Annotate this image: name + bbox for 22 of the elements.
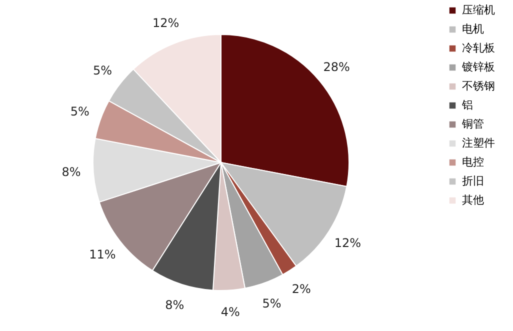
- data-label: 5%: [92, 64, 112, 78]
- legend-label: 压缩机: [462, 4, 495, 16]
- legend-label: 电机: [462, 22, 484, 36]
- data-label: 5%: [70, 104, 90, 119]
- data-label: 12%: [152, 16, 180, 30]
- legend-label: 铝: [461, 98, 473, 112]
- legend-label: 冷轧板: [462, 42, 495, 54]
- data-label: 2%: [292, 282, 311, 296]
- data-label: 8%: [165, 298, 184, 312]
- legend-label: 电控: [462, 156, 484, 168]
- data-label: 11%: [89, 247, 116, 262]
- data-label: 5%: [262, 296, 282, 311]
- data-label: 4%: [220, 305, 240, 320]
- data-label: 12%: [334, 236, 361, 250]
- legend-label: 不锈钢: [462, 80, 495, 92]
- legend-label: 其他: [462, 194, 484, 206]
- data-label: 28%: [323, 60, 350, 74]
- data-label: 8%: [62, 164, 81, 179]
- legend-label: 注塑件: [462, 136, 495, 150]
- legend-label: 折旧: [462, 174, 484, 188]
- legend-label: 铜管: [461, 118, 484, 130]
- legend-label: 镀锌板: [461, 60, 495, 74]
